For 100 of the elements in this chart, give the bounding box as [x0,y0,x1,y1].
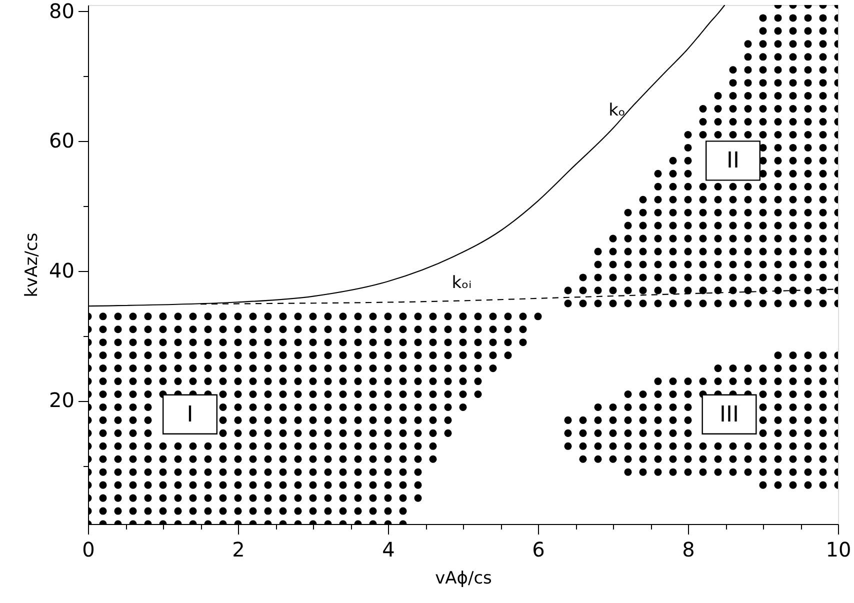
point [354,403,362,411]
point [759,455,767,463]
point [234,352,242,360]
point [639,234,647,242]
point [219,390,227,398]
point [654,300,662,308]
point [819,156,827,164]
point [804,27,812,35]
point [654,248,662,256]
point [189,338,197,346]
point [654,234,662,242]
point [609,260,617,268]
point [744,40,752,48]
y-tick-label: 20 [49,388,74,412]
point [789,481,797,489]
point [429,429,437,437]
point [639,274,647,282]
point [429,312,437,320]
point [639,468,647,476]
point [759,481,767,489]
point [264,455,272,463]
point [474,338,482,346]
point [654,468,662,476]
point [759,14,767,22]
point [684,208,692,216]
point [669,182,677,190]
point [759,274,767,282]
point [789,364,797,372]
point [369,416,377,424]
point [639,416,647,424]
point [324,468,332,476]
point [789,234,797,242]
point [414,338,422,346]
point [669,234,677,242]
point [759,66,767,74]
point [369,352,377,360]
point [804,53,812,61]
point [654,429,662,437]
point [774,416,782,424]
point [129,429,137,437]
point [384,378,392,386]
point [789,260,797,268]
point [369,390,377,398]
point [444,416,452,424]
point [489,364,497,372]
point [369,442,377,450]
point [744,118,752,126]
point [474,364,482,372]
point [429,338,437,346]
point [309,455,317,463]
point [714,378,722,386]
point [264,442,272,450]
point [819,390,827,398]
point [459,378,467,386]
point [339,364,347,372]
point [759,468,767,476]
point [639,286,647,294]
point [729,118,737,126]
point [684,429,692,437]
point [354,429,362,437]
point [159,481,167,489]
point [819,105,827,113]
point [189,378,197,386]
point [684,274,692,282]
point [519,338,527,346]
point [804,105,812,113]
point [729,79,737,87]
point [729,66,737,74]
point [684,442,692,450]
point [729,378,737,386]
point [774,468,782,476]
point [714,455,722,463]
point [594,286,602,294]
point [384,326,392,334]
point [459,326,467,334]
point [369,494,377,502]
point [189,507,197,515]
point [264,416,272,424]
point [759,429,767,437]
point [729,300,737,308]
point [699,300,707,308]
point [624,222,632,230]
point [519,312,527,320]
point [744,274,752,282]
point [819,468,827,476]
point [174,468,182,476]
point [729,364,737,372]
point [624,286,632,294]
point [399,390,407,398]
point [339,403,347,411]
point [759,53,767,61]
point [264,390,272,398]
point [129,352,137,360]
point [444,390,452,398]
point [144,403,152,411]
point [624,274,632,282]
point [369,378,377,386]
point [339,390,347,398]
point [789,92,797,100]
point [744,364,752,372]
